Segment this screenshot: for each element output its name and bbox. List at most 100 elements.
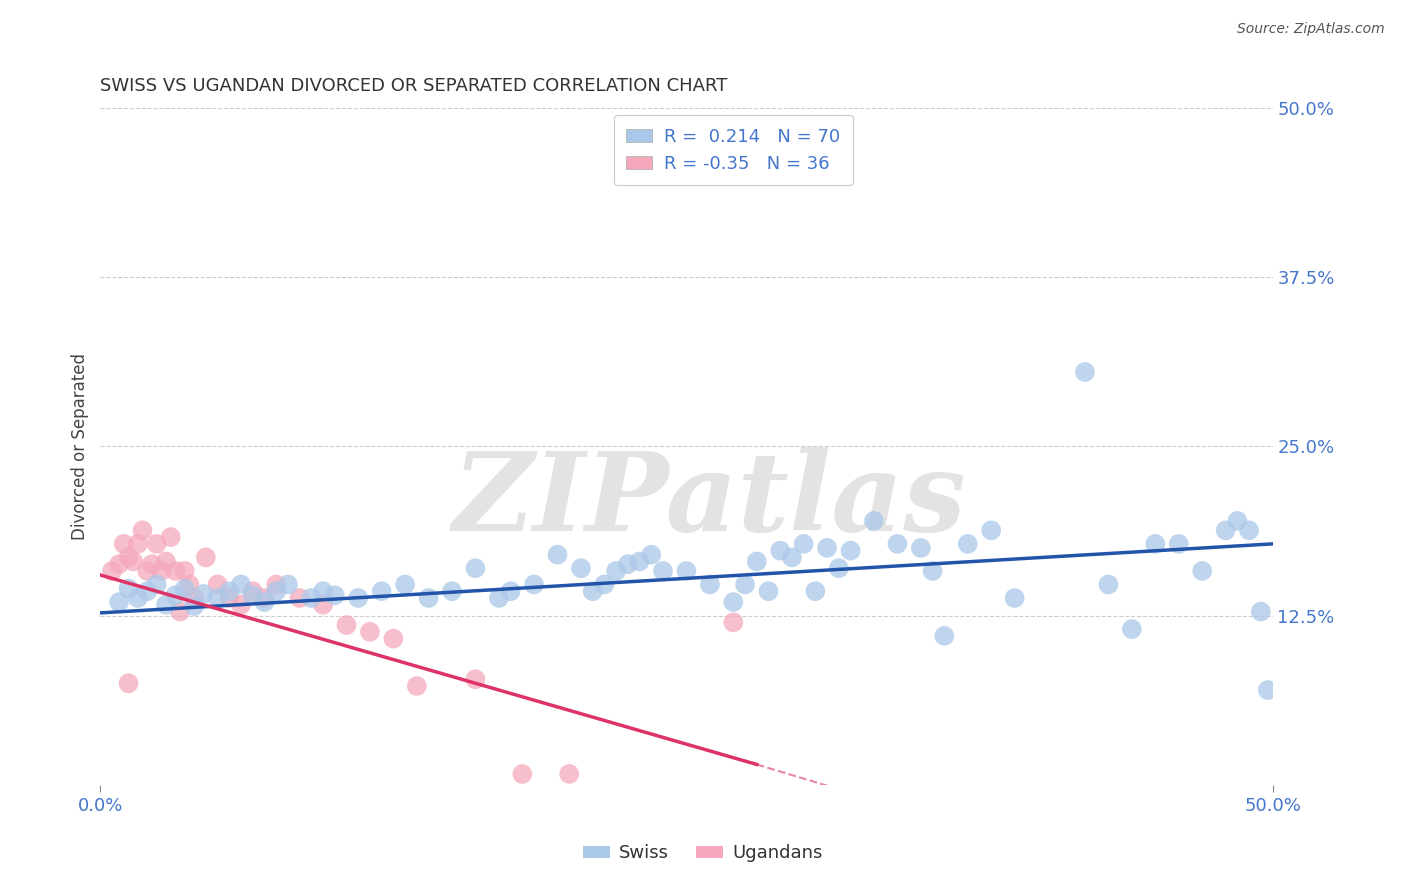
- Point: [117, 676, 139, 690]
- Point: [108, 595, 131, 609]
- Point: [793, 537, 815, 551]
- Point: [335, 618, 357, 632]
- Point: [382, 632, 405, 646]
- Point: [512, 767, 534, 781]
- Point: [183, 591, 205, 605]
- Legend: R =  0.214   N = 70, R = -0.35   N = 36: R = 0.214 N = 70, R = -0.35 N = 36: [613, 115, 853, 186]
- Point: [277, 577, 299, 591]
- Point: [169, 605, 191, 619]
- Point: [117, 550, 139, 565]
- Point: [815, 541, 838, 555]
- Point: [699, 577, 721, 591]
- Point: [207, 577, 229, 591]
- Point: [173, 582, 195, 596]
- Point: [370, 584, 392, 599]
- Point: [145, 577, 167, 591]
- Y-axis label: Divorced or Separated: Divorced or Separated: [72, 353, 89, 540]
- Point: [264, 584, 287, 599]
- Point: [155, 554, 177, 568]
- Point: [127, 591, 149, 605]
- Point: [547, 548, 569, 562]
- Point: [745, 554, 768, 568]
- Legend: Swiss, Ugandans: Swiss, Ugandans: [576, 838, 830, 870]
- Point: [179, 577, 201, 591]
- Point: [1250, 605, 1272, 619]
- Point: [108, 557, 131, 571]
- Point: [675, 564, 697, 578]
- Point: [769, 543, 792, 558]
- Point: [934, 629, 956, 643]
- Point: [253, 591, 276, 605]
- Point: [229, 598, 252, 612]
- Point: [193, 587, 215, 601]
- Text: SWISS VS UGANDAN DIVORCED OR SEPARATED CORRELATION CHART: SWISS VS UGANDAN DIVORCED OR SEPARATED C…: [100, 78, 728, 95]
- Point: [155, 598, 177, 612]
- Point: [312, 598, 335, 612]
- Point: [347, 591, 370, 605]
- Point: [242, 588, 264, 602]
- Point: [394, 577, 416, 591]
- Point: [218, 584, 240, 599]
- Point: [980, 524, 1002, 538]
- Point: [828, 561, 851, 575]
- Point: [122, 554, 145, 568]
- Point: [886, 537, 908, 551]
- Point: [569, 561, 592, 575]
- Text: ZIPatlas: ZIPatlas: [453, 447, 967, 554]
- Point: [150, 564, 173, 578]
- Point: [183, 599, 205, 614]
- Point: [804, 584, 827, 599]
- Point: [628, 554, 651, 568]
- Point: [136, 584, 159, 599]
- Point: [253, 595, 276, 609]
- Point: [288, 591, 311, 605]
- Point: [207, 591, 229, 605]
- Point: [312, 584, 335, 599]
- Point: [165, 564, 187, 578]
- Point: [194, 550, 217, 565]
- Point: [1167, 537, 1189, 551]
- Point: [1215, 524, 1237, 538]
- Point: [1074, 365, 1097, 379]
- Point: [159, 530, 181, 544]
- Point: [499, 584, 522, 599]
- Point: [1237, 524, 1260, 538]
- Point: [734, 577, 756, 591]
- Point: [582, 584, 605, 599]
- Point: [523, 577, 546, 591]
- Point: [127, 537, 149, 551]
- Point: [112, 537, 135, 551]
- Point: [617, 557, 640, 571]
- Point: [136, 564, 159, 578]
- Point: [558, 767, 581, 781]
- Point: [1144, 537, 1167, 551]
- Point: [1097, 577, 1119, 591]
- Point: [910, 541, 932, 555]
- Point: [921, 564, 943, 578]
- Point: [863, 514, 886, 528]
- Point: [1226, 514, 1249, 528]
- Point: [780, 550, 803, 565]
- Point: [229, 577, 252, 591]
- Point: [141, 557, 163, 571]
- Point: [323, 588, 346, 602]
- Point: [652, 564, 675, 578]
- Point: [723, 595, 745, 609]
- Point: [1191, 564, 1213, 578]
- Point: [464, 561, 486, 575]
- Point: [605, 564, 627, 578]
- Point: [173, 564, 195, 578]
- Point: [1004, 591, 1026, 605]
- Point: [418, 591, 440, 605]
- Text: Source: ZipAtlas.com: Source: ZipAtlas.com: [1237, 22, 1385, 37]
- Point: [758, 584, 780, 599]
- Point: [956, 537, 979, 551]
- Point: [117, 582, 139, 596]
- Point: [131, 524, 153, 538]
- Point: [242, 584, 264, 599]
- Point: [488, 591, 510, 605]
- Point: [264, 577, 287, 591]
- Point: [593, 577, 616, 591]
- Point: [405, 679, 427, 693]
- Point: [839, 543, 862, 558]
